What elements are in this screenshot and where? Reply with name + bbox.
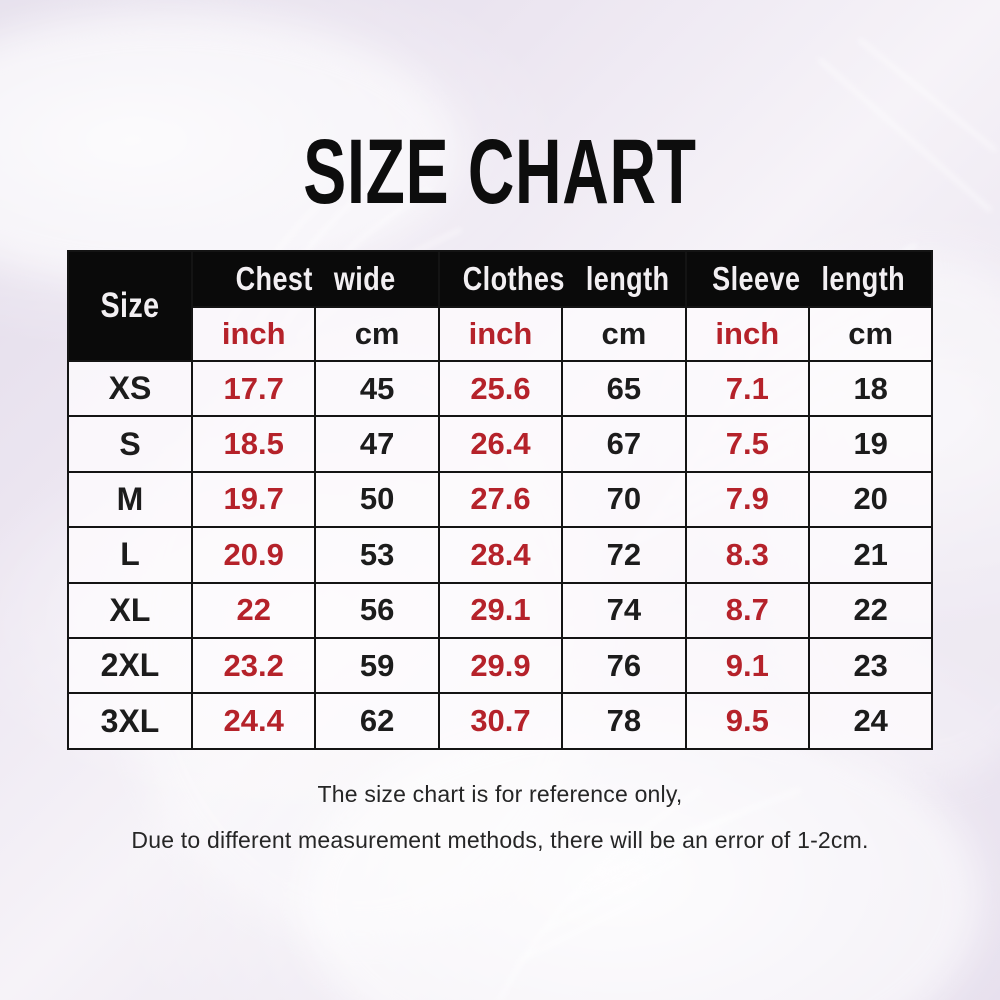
cell-chest-inch: 23.2 [190, 636, 317, 695]
cell-chest-cm: 59 [314, 636, 440, 695]
cell-clothes-cm: 70 [561, 470, 687, 529]
cell-chest-cm: 47 [314, 415, 440, 473]
chest-cm-unit-header: cm [314, 306, 440, 362]
cell-chest-inch: 19.7 [190, 470, 317, 529]
cell-sleeve-cm: 21 [807, 526, 934, 584]
cell-size: XS [67, 359, 193, 418]
cell-sleeve-inch: 7.9 [684, 470, 810, 529]
cell-clothes-cm: 72 [561, 526, 687, 584]
cell-clothes-inch: 28.4 [437, 526, 564, 584]
cell-size: 2XL [67, 636, 193, 695]
chest-wide-header: Chest wide [191, 250, 440, 308]
table-row-l: L 20.9 53 28.4 72 8.3 21 [67, 526, 934, 584]
cell-chest-cm: 53 [314, 526, 440, 584]
cell-clothes-cm: 76 [561, 636, 687, 695]
cell-sleeve-cm: 24 [807, 692, 934, 750]
cell-clothes-cm: 65 [561, 359, 687, 418]
cell-size: 3XL [67, 692, 193, 750]
cell-clothes-cm: 74 [561, 581, 687, 639]
sleeve-inch-unit-header: inch [684, 306, 810, 362]
clothes-length-header: Clothes length [437, 250, 687, 308]
page-title: SIZE CHART [303, 121, 697, 223]
cell-clothes-inch: 26.4 [437, 415, 564, 473]
size-column-header: Size [67, 250, 193, 362]
cell-chest-cm: 56 [314, 581, 440, 639]
group-header-row: Size Chest wide Clothes length Sleeve le… [67, 250, 934, 362]
cell-sleeve-cm: 22 [807, 581, 934, 639]
cell-chest-inch: 22 [190, 581, 317, 639]
size-chart-table: Size Chest wide Clothes length Sleeve le… [67, 250, 934, 750]
cell-size: XL [67, 581, 193, 639]
table-row-xl: XL 22 56 29.1 74 8.7 22 [67, 581, 934, 639]
cell-chest-cm: 45 [314, 359, 440, 418]
unit-header-row: inch cm inch cm inch cm [68, 306, 934, 362]
cell-chest-inch: 18.5 [190, 415, 317, 473]
cell-clothes-cm: 78 [561, 692, 687, 750]
cell-chest-inch: 17.7 [190, 359, 317, 418]
cell-clothes-inch: 29.9 [437, 636, 564, 695]
table-row-3xl: 3XL 24.4 62 30.7 78 9.5 24 [67, 692, 934, 750]
sleeve-length-header-label: Sleeve length [712, 260, 906, 297]
cell-clothes-inch: 25.6 [437, 359, 564, 418]
cell-sleeve-cm: 19 [807, 415, 934, 473]
cell-sleeve-inch: 9.1 [684, 636, 810, 695]
cell-clothes-inch: 29.1 [437, 581, 564, 639]
cell-sleeve-inch: 8.7 [684, 581, 810, 639]
cell-size: M [67, 470, 193, 529]
cell-size: S [67, 415, 193, 473]
table-row-2xl: 2XL 23.2 59 29.9 76 9.1 23 [67, 636, 934, 695]
cell-sleeve-inch: 9.5 [684, 692, 810, 750]
footer-note: The size chart is for reference only, Du… [0, 781, 1000, 873]
cell-chest-cm: 50 [314, 470, 440, 529]
cell-sleeve-inch: 8.3 [684, 526, 810, 584]
cell-chest-inch: 20.9 [190, 526, 317, 584]
clothes-cm-unit-header: cm [561, 306, 687, 362]
clothes-length-header-label: Clothes length [462, 260, 670, 297]
footer-line-1: The size chart is for reference only, [317, 781, 683, 807]
footer-line-2: Due to different measurement methods, th… [131, 827, 869, 853]
clothes-inch-unit-header: inch [437, 306, 564, 362]
cell-clothes-cm: 67 [561, 415, 687, 473]
table-row-m: M 19.7 50 27.6 70 7.9 20 [67, 470, 934, 529]
sleeve-length-header: Sleeve length [684, 250, 934, 308]
chest-wide-header-label: Chest wide [235, 260, 396, 297]
cell-size: L [67, 526, 193, 584]
cell-chest-cm: 62 [314, 692, 440, 750]
cell-chest-inch: 24.4 [190, 692, 317, 750]
cell-sleeve-cm: 23 [807, 636, 934, 695]
cell-sleeve-inch: 7.5 [684, 415, 810, 473]
size-column-header-label: Size [100, 286, 160, 325]
chest-inch-unit-header: inch [190, 306, 317, 362]
sleeve-cm-unit-header: cm [807, 306, 934, 362]
table-row-s: S 18.5 47 26.4 67 7.5 19 [67, 415, 934, 473]
cell-clothes-inch: 30.7 [437, 692, 564, 750]
cell-sleeve-cm: 18 [807, 359, 934, 418]
cell-sleeve-cm: 20 [807, 470, 934, 529]
cell-sleeve-inch: 7.1 [684, 359, 810, 418]
table-row-xs: XS 17.7 45 25.6 65 7.1 18 [67, 359, 934, 418]
cell-clothes-inch: 27.6 [437, 470, 564, 529]
